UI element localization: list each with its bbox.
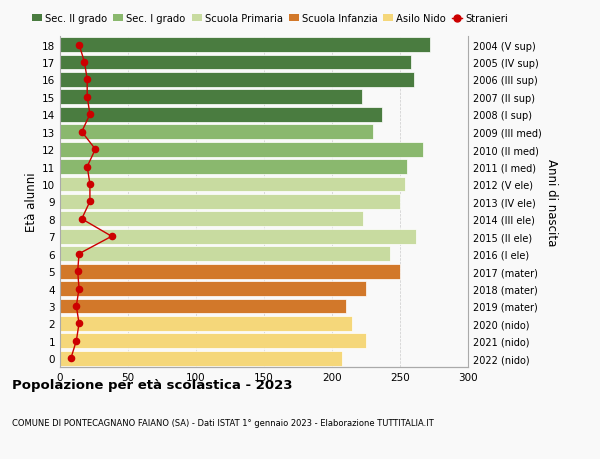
Bar: [60, 195, 400, 209]
Bar: [60, 212, 363, 227]
Y-axis label: Anni di nascita: Anni di nascita: [545, 158, 558, 246]
Point: [74, 42, 84, 49]
Point: [80, 59, 89, 67]
Bar: [60, 316, 352, 331]
Bar: [60, 90, 362, 105]
Point: [74, 251, 84, 258]
Point: [82, 163, 92, 171]
Y-axis label: Età alunni: Età alunni: [25, 172, 38, 232]
Bar: [60, 56, 411, 70]
Bar: [60, 177, 406, 192]
Bar: [60, 73, 413, 88]
Legend: Sec. II grado, Sec. I grado, Scuola Primaria, Scuola Infanzia, Asilo Nido, Stran: Sec. II grado, Sec. I grado, Scuola Prim…: [28, 11, 512, 28]
Bar: [60, 38, 430, 53]
Text: COMUNE DI PONTECAGNANO FAIANO (SA) - Dati ISTAT 1° gennaio 2023 - Elaborazione T: COMUNE DI PONTECAGNANO FAIANO (SA) - Dat…: [12, 418, 434, 427]
Bar: [60, 142, 423, 157]
Bar: [60, 230, 416, 244]
Point: [77, 129, 86, 136]
Bar: [60, 107, 382, 123]
Point: [73, 268, 82, 275]
Point: [85, 198, 95, 206]
Bar: [60, 125, 373, 140]
Point: [71, 337, 81, 345]
Bar: [60, 299, 346, 313]
Bar: [60, 334, 366, 348]
Bar: [60, 264, 400, 279]
Bar: [60, 351, 341, 366]
Point: [82, 77, 92, 84]
Point: [85, 112, 95, 119]
Point: [82, 94, 92, 101]
Point: [91, 146, 100, 153]
Point: [66, 355, 76, 362]
Point: [77, 216, 86, 223]
Bar: [60, 247, 391, 262]
Point: [85, 181, 95, 188]
Text: Popolazione per età scolastica - 2023: Popolazione per età scolastica - 2023: [12, 379, 293, 392]
Point: [107, 233, 116, 241]
Bar: [60, 281, 366, 297]
Point: [74, 285, 84, 292]
Point: [74, 320, 84, 327]
Point: [71, 302, 81, 310]
Bar: [60, 160, 407, 174]
